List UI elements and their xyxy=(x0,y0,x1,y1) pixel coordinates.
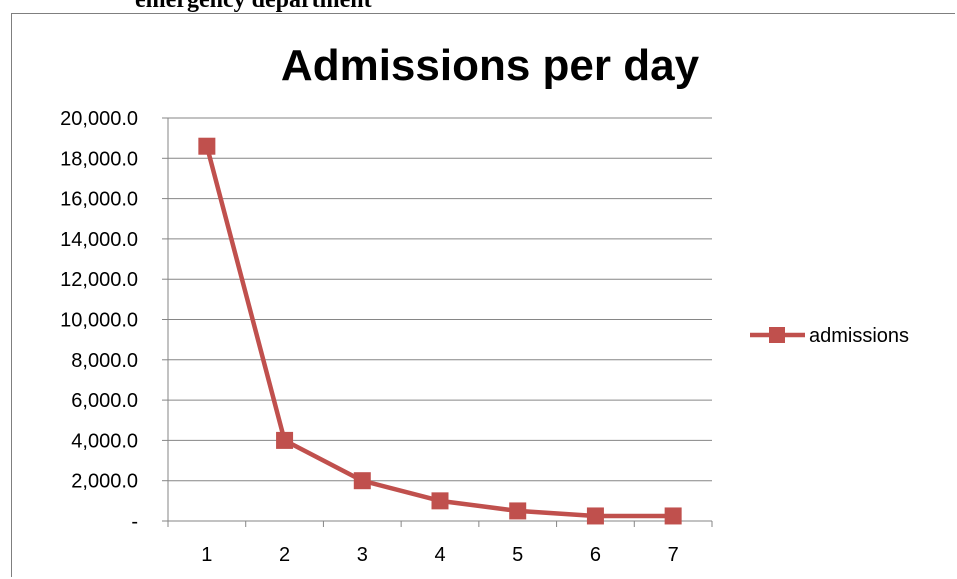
y-tick-label: 2,000.0 xyxy=(71,471,138,493)
data-point-marker xyxy=(431,492,449,510)
x-tick-label: 4 xyxy=(434,544,445,566)
y-tick-label: 18,000.0 xyxy=(60,148,138,170)
y-tick-label: 6,000.0 xyxy=(71,390,138,412)
y-tick-labels: - 2,000.0 4,000.0 6,000.0 8,000.0 10,000.0 12,… xyxy=(60,108,138,533)
caption-fragment: emergency department xyxy=(135,0,372,13)
y-tick-label: 4,000.0 xyxy=(71,430,138,452)
data-point-marker xyxy=(198,137,216,155)
axes xyxy=(162,117,713,527)
series xyxy=(198,137,682,525)
legend-marker xyxy=(769,327,785,343)
y-tick-label: 20,000.0 xyxy=(60,108,138,130)
x-tick-label: 7 xyxy=(668,544,679,566)
y-tick-label: 8,000.0 xyxy=(71,350,138,372)
data-point-marker xyxy=(353,472,371,490)
gridlines xyxy=(168,117,712,482)
x-tick-label: 2 xyxy=(279,544,290,566)
data-point-marker xyxy=(586,507,604,525)
series-line xyxy=(204,145,674,519)
y-tick-label: 10,000.0 xyxy=(60,310,138,332)
x-tick-label: 3 xyxy=(357,544,368,566)
y-tick-label: 16,000.0 xyxy=(60,189,138,211)
legend: admissions xyxy=(750,325,909,347)
chart-frame xyxy=(11,13,955,577)
y-tick-label: - xyxy=(131,511,138,533)
x-tick-labels: 1 2 3 4 5 6 7 xyxy=(201,544,678,566)
x-tick-label: 1 xyxy=(201,544,212,566)
data-point-marker xyxy=(509,502,527,520)
x-tick-label: 5 xyxy=(512,544,523,566)
legend-label: admissions xyxy=(809,325,909,347)
y-tick-label: 12,000.0 xyxy=(60,269,138,291)
y-tick-label: 14,000.0 xyxy=(60,229,138,251)
data-point-marker xyxy=(664,507,682,525)
chart-title: Admissions per day xyxy=(281,41,700,90)
x-tick-label: 6 xyxy=(590,544,601,566)
data-point-marker xyxy=(276,431,294,449)
